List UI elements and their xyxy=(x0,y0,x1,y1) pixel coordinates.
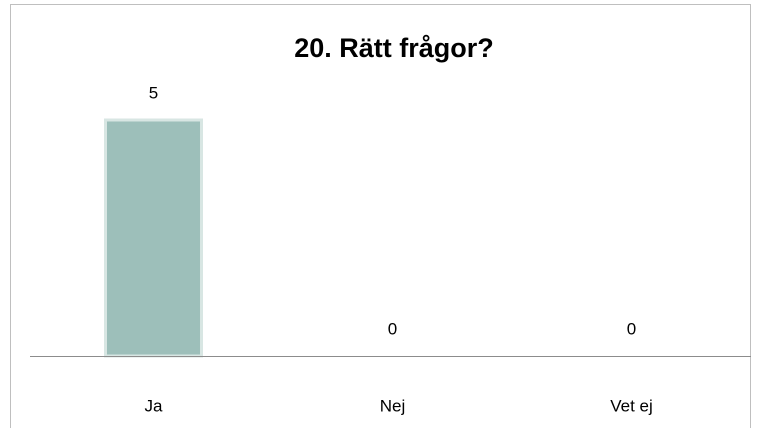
x-tick-label: Nej xyxy=(380,396,406,415)
value-label: 0 xyxy=(627,319,636,338)
x-tick-label: Ja xyxy=(145,396,164,415)
bar xyxy=(104,118,203,358)
value-label: 5 xyxy=(149,83,158,102)
chart-title: 20. Rätt frågor? xyxy=(294,33,494,63)
value-label: 0 xyxy=(388,319,397,338)
x-tick-label: Vet ej xyxy=(610,396,653,415)
